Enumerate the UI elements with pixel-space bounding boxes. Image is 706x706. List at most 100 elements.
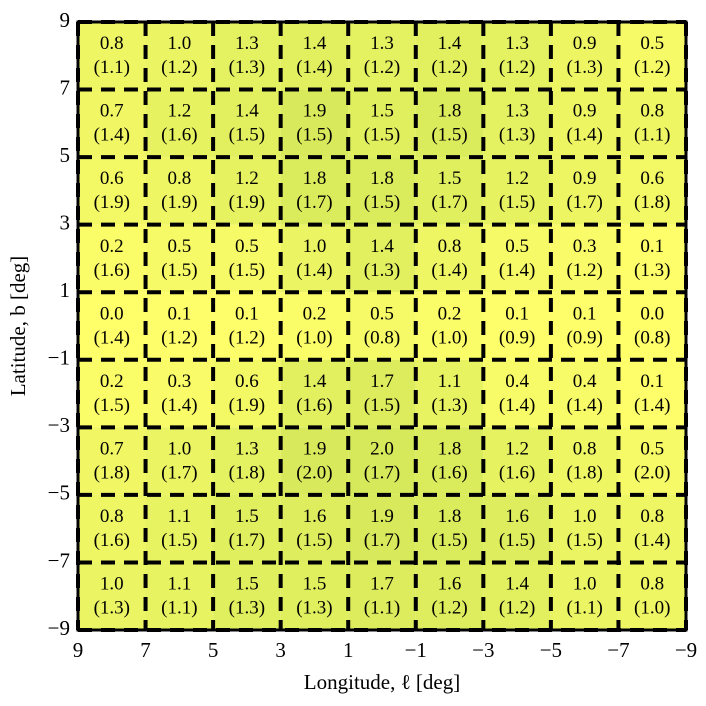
cell <box>78 562 146 630</box>
cell-value: 1.1 <box>167 506 191 527</box>
cell <box>280 292 349 360</box>
cell-value: 0.1 <box>505 303 529 324</box>
cell-value: 1.3 <box>505 101 529 122</box>
cell <box>550 157 619 225</box>
cell-error: (1.0) <box>431 327 467 348</box>
cell <box>618 494 686 563</box>
cell-value: 1.2 <box>505 438 529 459</box>
cell <box>213 89 281 158</box>
cell-error: (1.5) <box>499 192 535 213</box>
cell-error: (1.4) <box>634 530 670 551</box>
cell-error: (1.4) <box>94 125 130 146</box>
cell-value: 0.1 <box>640 371 664 392</box>
x-tick-label: 1 <box>343 638 354 662</box>
y-tick-label: −9 <box>48 616 70 640</box>
cell-error: (1.3) <box>566 57 602 78</box>
cell-value: 1.2 <box>235 168 259 189</box>
cell <box>415 157 484 225</box>
cell-value: 1.0 <box>573 574 597 595</box>
cell-error: (2.0) <box>296 462 332 483</box>
cell-error: (1.6) <box>94 260 130 281</box>
cell-value: 1.4 <box>370 236 394 257</box>
cell <box>348 89 416 158</box>
cell <box>415 224 484 293</box>
cell-value: 0.8 <box>100 33 124 54</box>
cell-error: (1.5) <box>364 395 400 416</box>
y-tick-label: −3 <box>48 413 70 437</box>
cell <box>280 359 349 428</box>
cell <box>213 427 281 495</box>
cell <box>78 494 146 563</box>
cell <box>483 359 551 428</box>
cell-error: (1.7) <box>431 192 467 213</box>
cell-value: 1.6 <box>303 506 327 527</box>
cell-value: 1.1 <box>438 371 462 392</box>
cell-error: (1.2) <box>431 598 467 619</box>
cell-value: 1.5 <box>235 574 259 595</box>
cell-error: (1.2) <box>499 57 535 78</box>
cell <box>213 292 281 360</box>
cell <box>550 224 619 293</box>
cell-value: 1.5 <box>438 168 462 189</box>
cell <box>550 292 619 360</box>
x-tick-label: 9 <box>73 638 84 662</box>
y-tick-label: 9 <box>60 8 71 32</box>
cell-error: (1.8) <box>566 462 602 483</box>
cell-error: (1.6) <box>161 125 197 146</box>
cell-value: 1.8 <box>438 101 462 122</box>
cell <box>415 494 484 563</box>
cell-error: (1.1) <box>364 598 400 619</box>
y-tick-label: 3 <box>60 210 71 234</box>
cell-value: 1.4 <box>303 371 327 392</box>
cell <box>145 427 214 495</box>
cell <box>145 157 214 225</box>
cell-error: (1.2) <box>431 57 467 78</box>
cell-value: 1.3 <box>505 33 529 54</box>
cell-error: (1.3) <box>94 598 130 619</box>
cell-error: (1.5) <box>296 530 332 551</box>
cell-error: (1.0) <box>296 327 332 348</box>
cell <box>483 224 551 293</box>
cell-value: 1.7 <box>370 574 394 595</box>
y-tick-label: 5 <box>60 143 71 167</box>
cell-value: 1.0 <box>573 506 597 527</box>
cell-value: 0.6 <box>235 371 259 392</box>
cell <box>483 292 551 360</box>
cell-error: (0.9) <box>566 327 602 348</box>
cell-error: (0.8) <box>364 327 400 348</box>
cell-value: 0.1 <box>235 303 259 324</box>
cell <box>78 427 146 495</box>
cell-value: 0.5 <box>640 33 664 54</box>
cell-error: (1.7) <box>229 530 265 551</box>
cell-error: (1.9) <box>94 192 130 213</box>
cell-error: (0.8) <box>634 327 670 348</box>
cell-error: (1.5) <box>161 530 197 551</box>
cell <box>618 89 686 158</box>
cell-error: (1.5) <box>296 125 332 146</box>
cell-error: (1.8) <box>229 462 265 483</box>
cell-value: 0.8 <box>640 574 664 595</box>
cell <box>280 157 349 225</box>
cell-value: 0.8 <box>640 101 664 122</box>
cell <box>145 292 214 360</box>
cell-value: 0.2 <box>100 371 124 392</box>
cell-value: 0.6 <box>640 168 664 189</box>
cell <box>415 562 484 630</box>
cell <box>280 427 349 495</box>
cell <box>78 89 146 158</box>
cell-error: (1.6) <box>94 530 130 551</box>
cell-value: 1.0 <box>167 438 191 459</box>
cell <box>483 22 551 90</box>
cell-error: (2.0) <box>634 462 670 483</box>
cell <box>348 224 416 293</box>
cell <box>78 157 146 225</box>
cell-error: (1.3) <box>296 598 332 619</box>
cell-value: 0.8 <box>438 236 462 257</box>
cell <box>213 224 281 293</box>
cell-error: (1.3) <box>499 125 535 146</box>
cell <box>348 22 416 90</box>
cell-error: (1.3) <box>431 395 467 416</box>
cell <box>550 562 619 630</box>
cell-error: (1.2) <box>566 260 602 281</box>
